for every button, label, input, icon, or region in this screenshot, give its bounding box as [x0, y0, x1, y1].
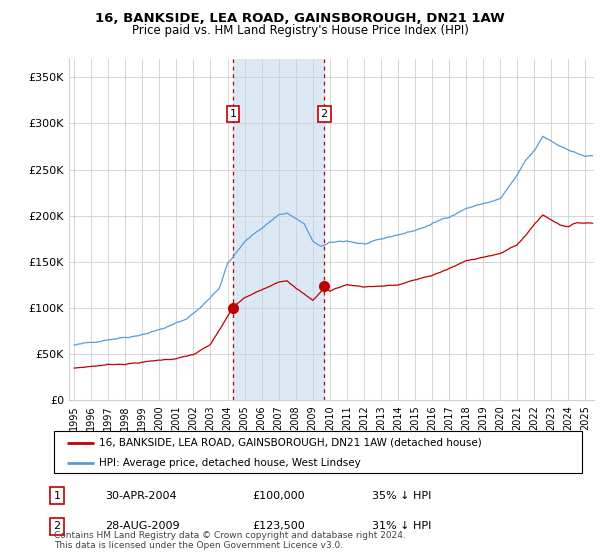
Text: 30-APR-2004: 30-APR-2004 [105, 491, 176, 501]
Text: 2: 2 [320, 109, 328, 119]
Text: 35% ↓ HPI: 35% ↓ HPI [372, 491, 431, 501]
Text: 2: 2 [53, 521, 61, 531]
Text: 1: 1 [230, 109, 236, 119]
Text: Contains HM Land Registry data © Crown copyright and database right 2024.
This d: Contains HM Land Registry data © Crown c… [54, 531, 406, 550]
Bar [233, 59, 324, 400]
Text: 16, BANKSIDE, LEA ROAD, GAINSBOROUGH, DN21 1AW: 16, BANKSIDE, LEA ROAD, GAINSBOROUGH, DN… [95, 12, 505, 25]
Text: HPI: Average price, detached house, West Lindsey: HPI: Average price, detached house, West… [99, 458, 361, 468]
Text: £100,000: £100,000 [252, 491, 305, 501]
Text: Price paid vs. HM Land Registry's House Price Index (HPI): Price paid vs. HM Land Registry's House … [131, 24, 469, 36]
FancyBboxPatch shape [54, 431, 582, 473]
Text: 1: 1 [53, 491, 61, 501]
Text: 31% ↓ HPI: 31% ↓ HPI [372, 521, 431, 531]
Text: 16, BANKSIDE, LEA ROAD, GAINSBOROUGH, DN21 1AW (detached house): 16, BANKSIDE, LEA ROAD, GAINSBOROUGH, DN… [99, 438, 482, 448]
Text: £123,500: £123,500 [252, 521, 305, 531]
Text: 28-AUG-2009: 28-AUG-2009 [105, 521, 179, 531]
